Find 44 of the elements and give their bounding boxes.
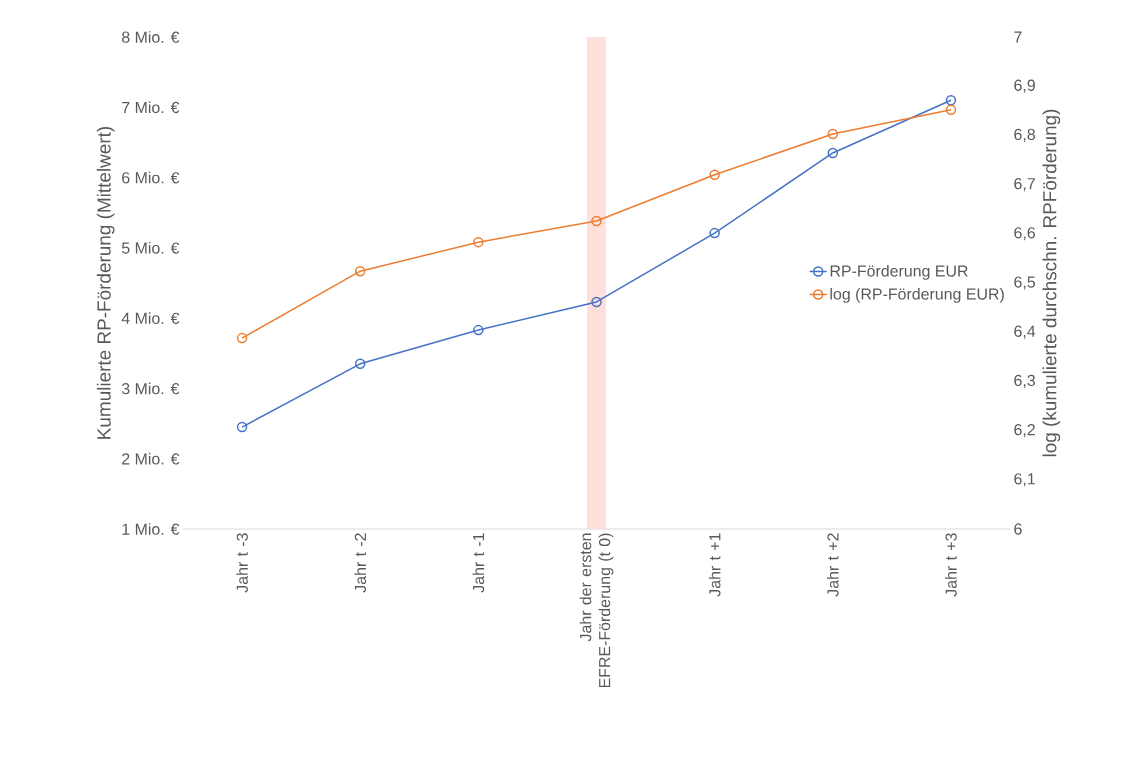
point <box>827 147 839 159</box>
point <box>591 215 602 227</box>
point <box>591 296 602 308</box>
y2-axis-title: log (kumulierte durchschn. RPFörderung) <box>1042 109 1061 457</box>
x-tick-label: Jahr t +1 <box>708 533 721 597</box>
y2-tick-label: 6 <box>1014 523 1022 535</box>
y-tick-label: 1 Mio. € <box>122 523 180 535</box>
x-tick-label: Jahr t +3 <box>945 533 957 597</box>
y-tick-label: 7 Mio. € <box>122 101 180 114</box>
point <box>236 421 248 433</box>
y2-tick-label: 6,8 <box>1014 128 1035 142</box>
point <box>236 332 248 344</box>
point <box>945 95 957 106</box>
point <box>709 169 720 180</box>
y2-tick-label: 6,3 <box>1014 374 1035 388</box>
y-tick-label: 6 Mio. € <box>122 171 180 184</box>
x-tick-label: Jahr t -3 <box>236 533 248 593</box>
y-tick-label: 8 Mio. € <box>121 31 180 43</box>
point <box>354 265 366 277</box>
y2-tick-label: 6,4 <box>1014 325 1036 339</box>
y2-tick-label: 6,2 <box>1014 424 1035 438</box>
x-tick-label: Jahr t -1 <box>472 533 485 593</box>
y2-tick-label: 6,5 <box>1014 276 1036 290</box>
y2-tick-label: 6,9 <box>1014 79 1035 93</box>
y2-tick-label: 7 <box>1014 31 1022 43</box>
point <box>473 236 484 248</box>
point <box>827 128 839 140</box>
point <box>354 358 366 370</box>
point <box>945 104 957 116</box>
legend-label: RP-Förderung EUR <box>830 264 968 280</box>
y-tick-label: 4 Mio. € <box>121 312 180 324</box>
point <box>709 227 720 239</box>
y-axis-title: Kumulierte RP-Förderung (Mittelwert) <box>96 126 115 439</box>
y2-tick-label: 6,6 <box>1014 227 1035 241</box>
x-tick-label: Jahr t +2 <box>826 533 839 597</box>
y-tick-label: 2 Mio. € <box>122 452 180 465</box>
y-tick-label: 3 Mio. € <box>121 382 180 395</box>
y2-tick-label: 6,1 <box>1014 473 1035 487</box>
point <box>473 324 484 336</box>
y2-tick-label: 6,7 <box>1014 178 1035 192</box>
legend-label: log (RP-Förderung EUR) <box>830 287 1004 303</box>
y-tick-label: 5 Mio. € <box>121 242 180 254</box>
x-tick-label: Jahr t -2 <box>354 533 367 593</box>
x-tick-label: Jahr der ersten EFRE-Förderung (t 0) <box>579 533 614 688</box>
